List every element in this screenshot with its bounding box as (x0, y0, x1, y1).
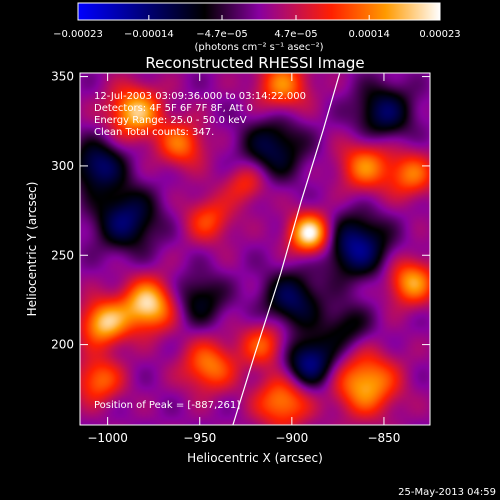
x-tick-label: −950 (183, 431, 216, 445)
colorbar (77, 2, 441, 21)
colorbar-tick-label: 4.7e−05 (274, 29, 317, 40)
colorbar-tick-label: 0.00014 (348, 29, 389, 40)
annotation-time: 12-Jul-2003 03:09:36.000 to 03:14:22.000 (94, 91, 306, 102)
y-axis-label: Heliocentric Y (arcsec) (25, 182, 39, 317)
x-tick-label: −900 (275, 431, 308, 445)
x-tick-label: −1000 (87, 431, 128, 445)
x-tick-label: −850 (367, 431, 400, 445)
chart-title: Reconstructed RHESSI Image (145, 54, 364, 72)
y-tick-label: 200 (51, 338, 74, 352)
annotation-counts: Clean Total counts: 347. (94, 127, 214, 138)
x-axis-ticks: −1000 −950 −900 −850 (87, 73, 400, 445)
y-tick-label: 300 (51, 159, 74, 173)
x-axis-label: Heliocentric X (arcsec) (187, 451, 323, 465)
annotation-detectors: Detectors: 4F 5F 6F 7F 8F, Att 0 (94, 103, 253, 114)
colorbar-ticks: −0.00023 −0.00014 −4.7e−05 4.7e−05 0.00014 0.… (53, 15, 461, 40)
peak-position-label: Position of Peak = [-887,261] (94, 400, 240, 411)
colorbar-tick-label: −4.7e−05 (196, 29, 248, 40)
annotation-block: 12-Jul-2003 03:09:36.000 to 03:14:22.000… (94, 91, 306, 138)
heatmap-image (80, 73, 430, 425)
colorbar-units: (photons cm⁻² s⁻¹ asec⁻²) (194, 42, 323, 53)
solar-limb-line (232, 73, 341, 425)
colorbar-tick-label: −0.00023 (53, 29, 103, 40)
colorbar-tick-label: −0.00014 (124, 29, 174, 40)
footer-date: 25-May-2013 04:59 (398, 487, 496, 498)
colorbar-tick-label: 0.00023 (419, 29, 460, 40)
y-tick-label: 250 (51, 248, 74, 262)
y-axis-ticks: 200 250 300 350 (51, 70, 430, 352)
y-tick-label: 350 (51, 70, 74, 84)
annotation-energy: Energy Range: 25.0 - 50.0 keV (94, 115, 247, 126)
plot-frame (79, 72, 431, 426)
